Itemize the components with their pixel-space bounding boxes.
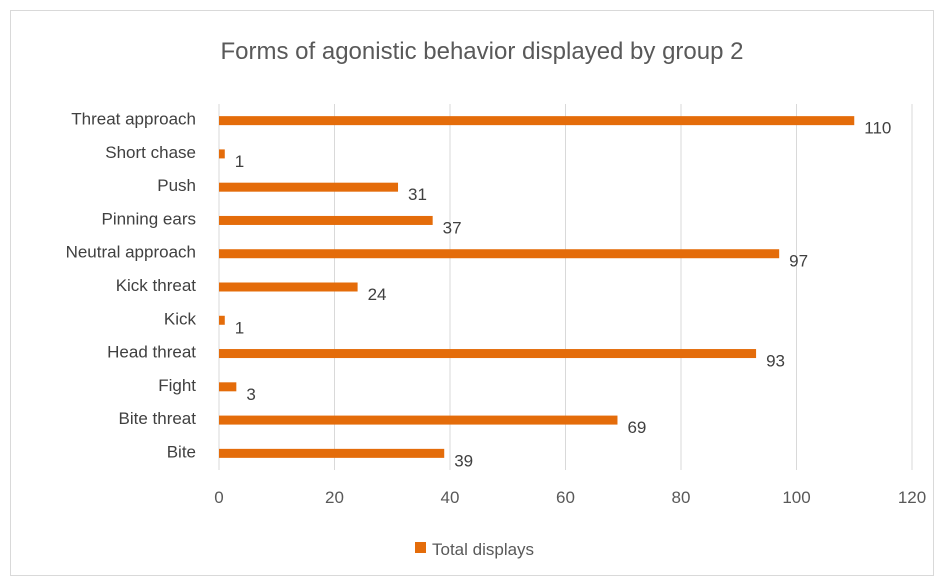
data-label: 1 <box>235 152 244 171</box>
bar <box>219 315 225 325</box>
category-label: Neutral approach <box>66 243 196 262</box>
data-label: 93 <box>766 352 785 371</box>
category-label: Threat approach <box>71 110 196 129</box>
bar <box>219 415 618 425</box>
data-label: 97 <box>789 252 808 271</box>
bar <box>219 182 399 192</box>
category-label: Push <box>157 176 196 195</box>
category-label: Kick <box>164 309 197 328</box>
x-tick-label: 20 <box>325 488 344 507</box>
chart-title: Forms of agonistic behavior displayed by… <box>221 38 744 65</box>
bar <box>219 116 855 126</box>
data-label: 24 <box>368 285 387 304</box>
category-axis: Bite Bite threat Fight Head threat Kick Kick … <box>66 110 197 462</box>
x-tick-label: 100 <box>782 488 810 507</box>
data-label: 3 <box>246 385 255 404</box>
data-label: 1 <box>235 318 244 337</box>
x-tick-label: 40 <box>441 488 460 507</box>
bar <box>219 282 358 292</box>
legend-label: Total displays <box>432 540 534 559</box>
bar <box>219 382 237 392</box>
data-label: 37 <box>443 218 462 237</box>
data-label: 69 <box>627 418 646 437</box>
bar <box>219 448 445 458</box>
category-label: Short chase <box>105 143 196 162</box>
bar <box>219 215 433 225</box>
category-label: Head threat <box>107 343 196 362</box>
data-label: 39 <box>454 451 473 470</box>
data-labels: 39 69 3 93 1 24 97 37 31 1 110 <box>235 119 892 471</box>
category-label: Kick threat <box>116 276 197 295</box>
bar <box>219 149 225 159</box>
category-label: Bite <box>167 442 196 461</box>
bar-series <box>219 116 855 458</box>
chart-area <box>10 10 934 576</box>
data-label: 110 <box>864 119 891 138</box>
gridlines <box>218 104 913 470</box>
category-label: Bite threat <box>119 409 197 428</box>
bar <box>219 349 757 359</box>
legend-swatch <box>415 542 426 553</box>
value-axis: 0 20 40 60 80 100 120 <box>214 488 926 507</box>
legend: Total displays <box>415 540 534 559</box>
category-label: Fight <box>158 376 196 395</box>
x-tick-label: 0 <box>214 488 223 507</box>
category-label: Pinning ears <box>101 209 196 228</box>
x-tick-label: 80 <box>672 488 691 507</box>
bar <box>219 249 780 259</box>
data-label: 31 <box>408 185 427 204</box>
x-tick-label: 60 <box>556 488 575 507</box>
x-tick-label: 120 <box>898 488 926 507</box>
